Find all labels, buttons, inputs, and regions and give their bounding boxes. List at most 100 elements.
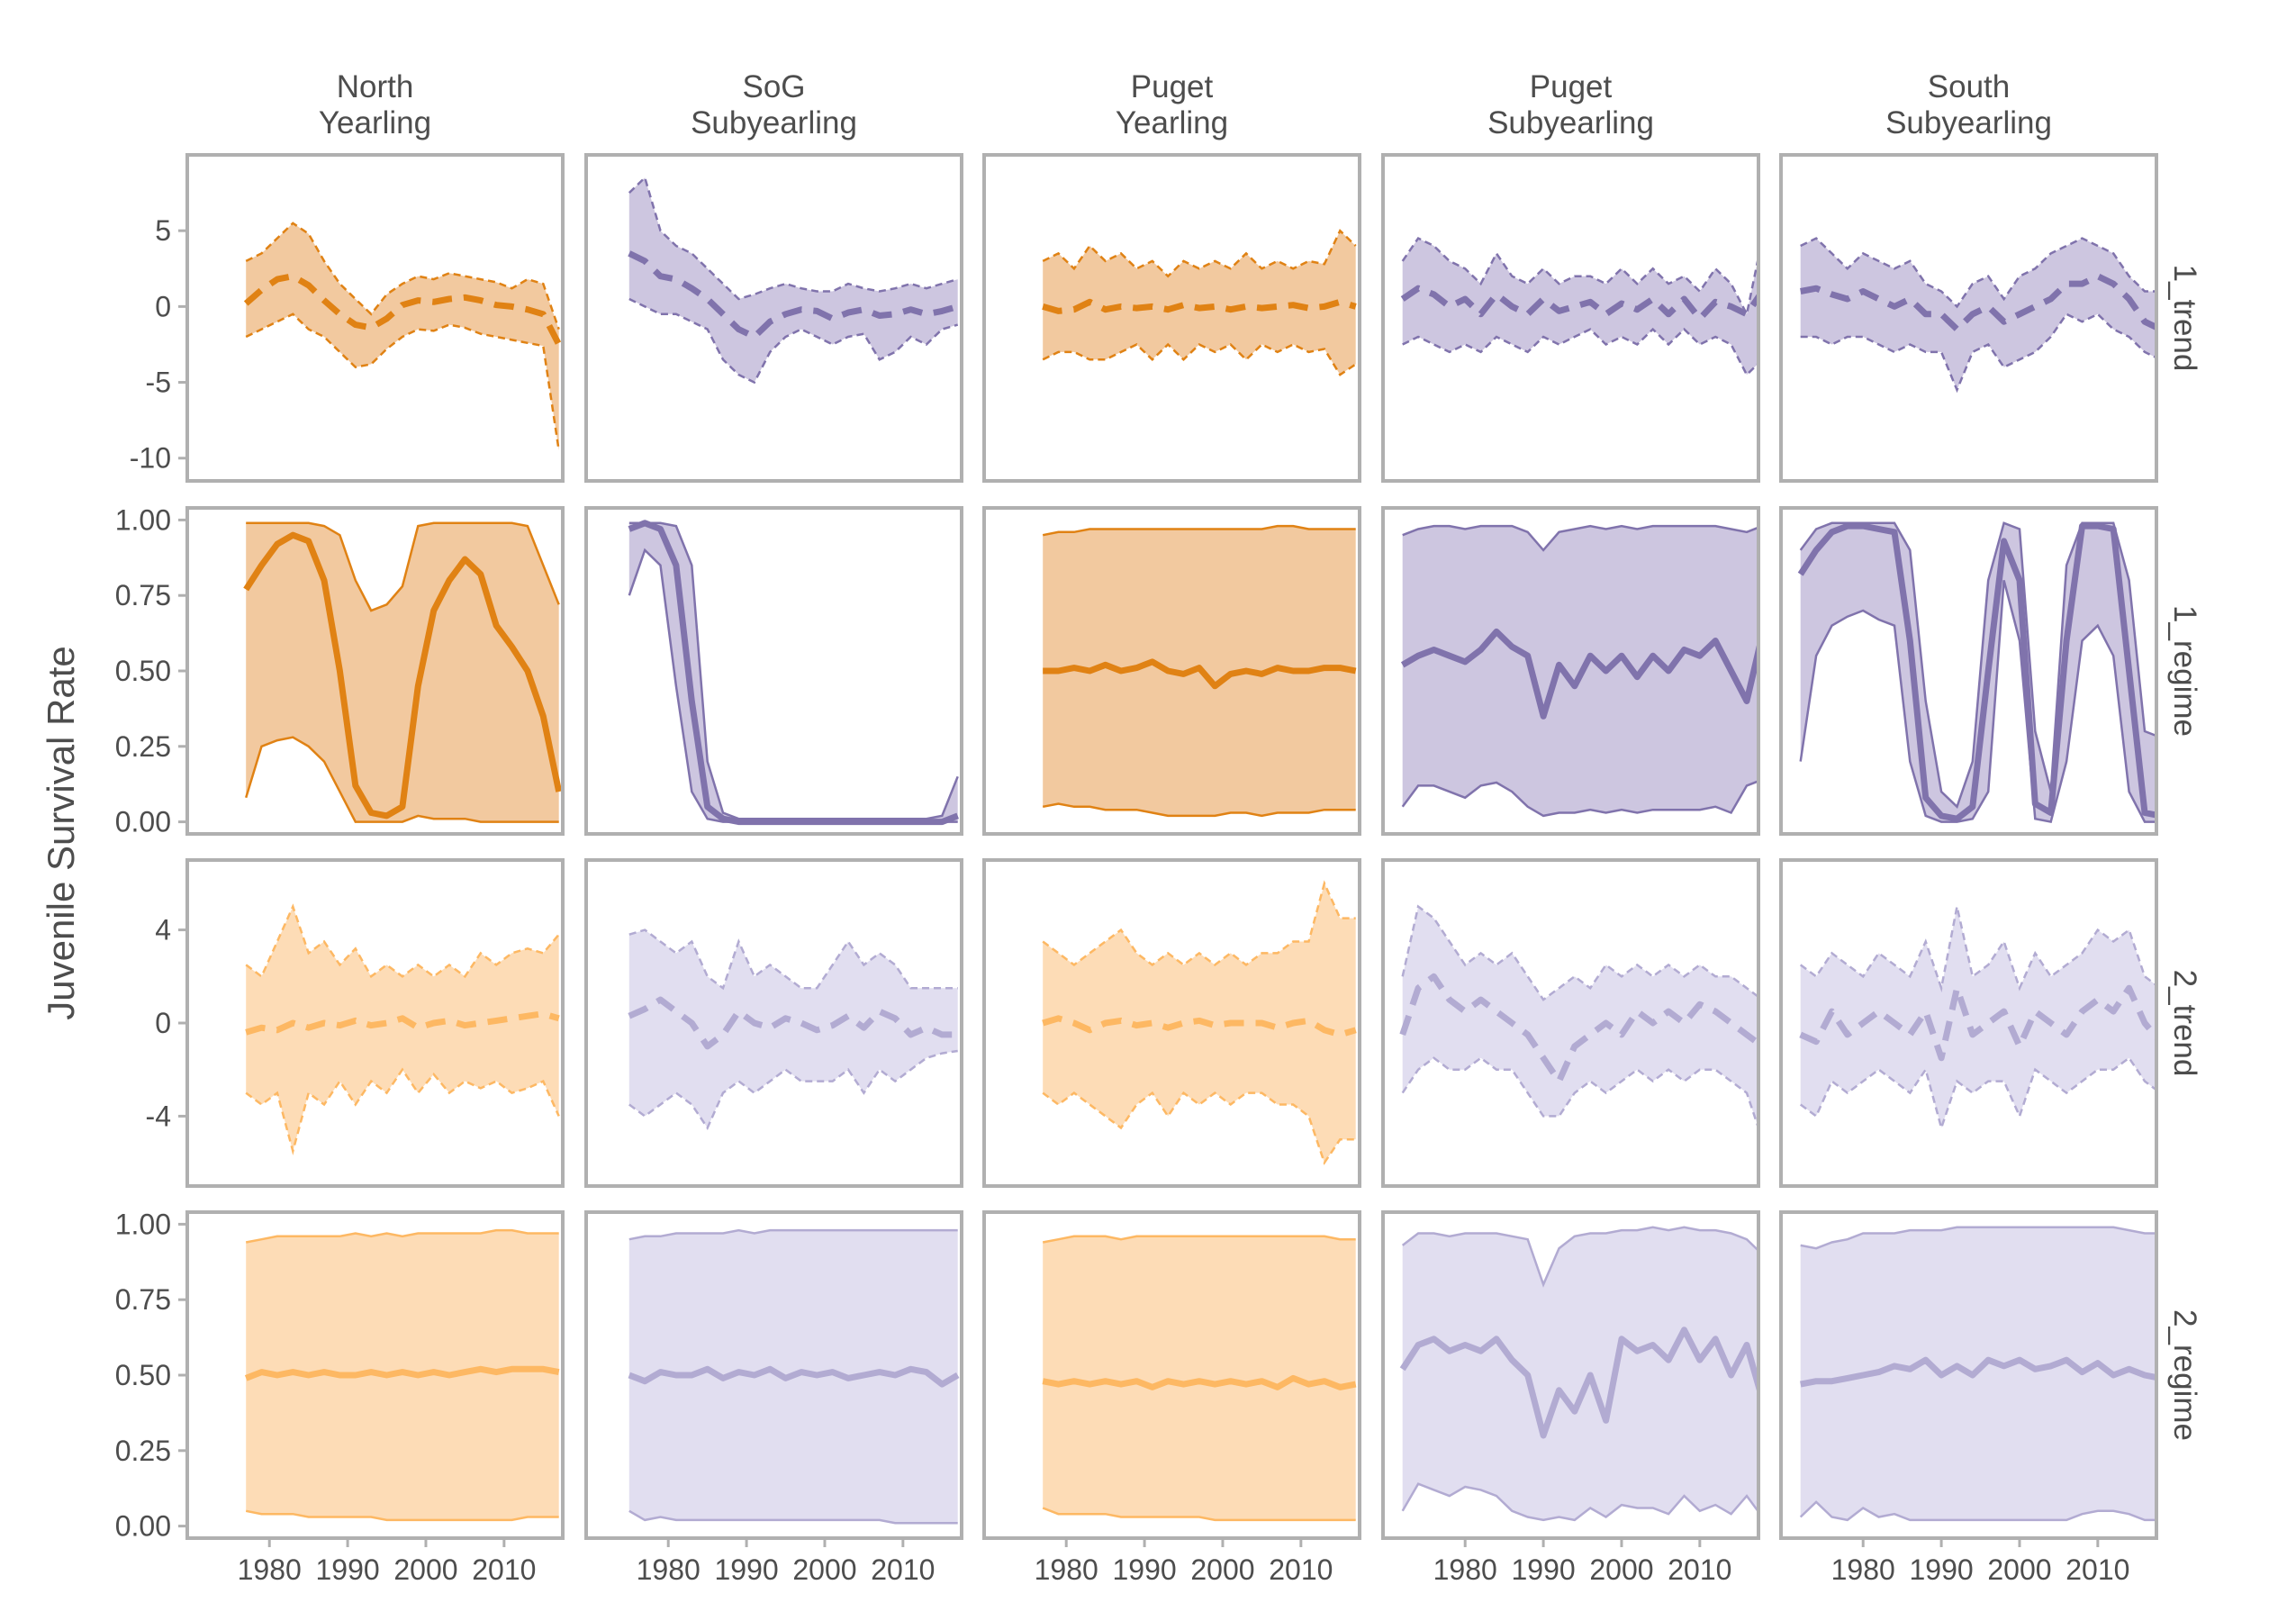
panel-4_2	[1799, 906, 2156, 1132]
panel-border	[1779, 506, 2158, 836]
upper-bound-line	[1042, 524, 1356, 537]
lower-bound-line	[1401, 780, 1758, 818]
panel-3_3	[1399, 1226, 1758, 1522]
x-tick-label: 1990	[715, 1553, 779, 1586]
mean-line	[1399, 1327, 1758, 1439]
panel-border	[1381, 153, 1760, 483]
x-tick-label: 1990	[1910, 1553, 1974, 1586]
panel-border	[185, 506, 565, 836]
panel-border	[1779, 858, 2158, 1188]
y-tick-label: 0.50	[115, 655, 171, 687]
y-tick-label: -5	[146, 367, 171, 399]
y-tick-label: 0.25	[115, 730, 171, 763]
panel-border	[185, 1210, 565, 1540]
lower-bound-line	[245, 1509, 559, 1522]
mean-line	[628, 520, 959, 826]
y-tick-label: 0.00	[115, 806, 171, 838]
x-tick-label: 1980	[1433, 1553, 1497, 1586]
credible-band	[1402, 238, 1758, 376]
upper-bound-line	[1800, 237, 2156, 309]
y-tick-label: 0.00	[115, 1510, 171, 1543]
column-title-line2: Subyearling	[1487, 105, 1654, 140]
mean-line	[1799, 984, 2156, 1062]
y-tick-label: 0.50	[115, 1359, 171, 1391]
credible-band	[1043, 231, 1356, 376]
mean-line	[1400, 285, 1758, 322]
lower-bound-line	[1799, 1500, 2156, 1522]
mean-line	[628, 250, 959, 340]
upper-bound-line	[628, 1228, 958, 1241]
upper-bound-line	[1401, 1226, 1758, 1288]
panel-0_3	[244, 1228, 560, 1522]
y-tick-label: 1.00	[115, 503, 171, 536]
column-title-line1: North	[337, 69, 414, 104]
upper-bound-line	[245, 903, 560, 979]
mean-line	[245, 1010, 560, 1036]
x-tick-label: 1980	[637, 1553, 701, 1586]
x-tick-label: 1980	[1035, 1553, 1098, 1586]
column-title-line2: Subyearling	[1885, 105, 2052, 140]
credible-band	[246, 522, 559, 822]
y-tick-label: 0.75	[115, 579, 171, 611]
mean-line	[628, 1365, 960, 1388]
panel-3_2	[1399, 904, 1758, 1132]
x-tick-label: 2000	[1589, 1553, 1653, 1586]
x-tick-label: 1990	[1512, 1553, 1576, 1586]
panel-border	[1779, 153, 2158, 483]
mean-line	[1042, 298, 1357, 314]
x-tick-label: 2000	[792, 1553, 856, 1586]
panel-border	[584, 506, 963, 836]
lower-bound-line	[628, 297, 959, 385]
lower-bound-line	[1042, 342, 1357, 376]
x-tick-label: 1980	[238, 1553, 302, 1586]
row-label: 2_regime	[2167, 1309, 2202, 1441]
lower-bound-line	[628, 1049, 958, 1130]
panel-border	[982, 1210, 1361, 1540]
mean-line	[1043, 658, 1357, 690]
panel-4_0	[1800, 237, 2156, 394]
mean-line	[1042, 1374, 1357, 1390]
panel-border	[1381, 506, 1760, 836]
upper-bound-line	[245, 222, 560, 331]
y-tick-label: 0.75	[115, 1283, 171, 1316]
lower-bound-line	[1401, 1056, 1758, 1132]
panel-border	[584, 153, 963, 483]
upper-bound-line	[1799, 906, 2156, 993]
panel-0_0	[243, 222, 562, 451]
lower-bound-line	[628, 1509, 958, 1525]
panel-border	[982, 506, 1361, 836]
panel-4_3	[1799, 1226, 2156, 1522]
x-tick-label: 2010	[2065, 1553, 2129, 1586]
row-label: 1_trend	[2167, 265, 2202, 372]
panel-0_2	[245, 903, 560, 1156]
mean-line	[628, 996, 958, 1050]
lower-bound-line	[1042, 1091, 1356, 1165]
column-title-line2: Subyearling	[691, 105, 857, 140]
mean-line	[1400, 628, 1758, 720]
credible-band	[628, 177, 958, 383]
panel-border	[982, 153, 1361, 483]
panel-border	[1779, 1210, 2158, 1540]
panel-1_1	[628, 520, 959, 826]
y-tick-label: 0	[155, 1007, 171, 1039]
lower-bound-line	[1042, 802, 1356, 818]
panel-2_0	[1042, 229, 1357, 376]
upper-bound-line	[1042, 229, 1357, 278]
y-tick-label: 5	[155, 214, 171, 247]
mean-line	[1800, 273, 2156, 333]
panel-3_0	[1400, 237, 1758, 377]
credible-band	[1402, 906, 1758, 1128]
mean-line	[1797, 522, 2156, 822]
panel-2_2	[1042, 880, 1357, 1165]
upper-bound-line	[1800, 1226, 2156, 1250]
panel-3_1	[1400, 524, 1758, 818]
lower-bound-line	[1799, 580, 2156, 824]
upper-bound-line	[1401, 904, 1758, 1001]
panel-2_3	[1042, 1235, 1357, 1522]
mean-line	[1042, 1015, 1357, 1038]
column-title-line1: SoG	[742, 69, 805, 104]
y-tick-label: 0	[155, 290, 171, 322]
x-tick-label: 2000	[1987, 1553, 2051, 1586]
y-tick-label: 0.25	[115, 1435, 171, 1467]
